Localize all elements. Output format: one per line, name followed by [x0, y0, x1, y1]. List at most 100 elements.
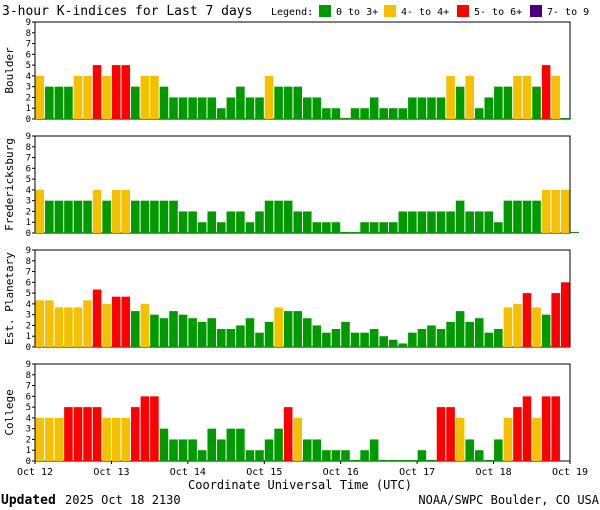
k-index-bar — [274, 428, 283, 461]
k-index-bar — [465, 75, 474, 119]
x-tick-label: Oct 16 — [323, 467, 359, 478]
k-index-bar — [159, 428, 169, 461]
k-index-bar — [369, 329, 379, 347]
k-index-bar — [255, 332, 264, 347]
k-index-bar — [379, 459, 388, 461]
k-index-bar — [532, 307, 541, 347]
y-tick-label: 2 — [26, 207, 31, 217]
k-index-bar — [360, 108, 369, 119]
k-index-bar — [159, 86, 169, 119]
x-tick-label: Oct 18 — [476, 467, 512, 478]
x-axis-label: Coordinate Universal Time (UTC) — [188, 478, 412, 492]
k-index-bar — [312, 325, 322, 347]
k-index-bar — [379, 336, 388, 347]
k-index-bar — [245, 222, 255, 233]
k-index-bar — [207, 97, 217, 119]
k-index-bar — [188, 439, 197, 461]
k-index-bar — [169, 200, 178, 233]
k-index-bar — [92, 189, 102, 233]
k-index-bar — [303, 211, 312, 233]
k-index-bar — [255, 97, 264, 119]
k-index-bar — [245, 318, 255, 347]
k-index-bar — [207, 211, 217, 233]
k-index-bar — [303, 97, 312, 119]
y-tick-label: 2 — [26, 93, 31, 103]
k-index-bar — [551, 75, 560, 119]
k-index-bar — [551, 189, 560, 233]
k-index-bar — [236, 325, 245, 347]
k-index-bar — [264, 200, 274, 233]
k-index-bar — [513, 303, 522, 347]
station-label: Fredericksburg — [3, 138, 16, 231]
k-index-bar — [293, 211, 302, 233]
k-index-bar — [150, 75, 159, 119]
k-index-bar — [446, 407, 455, 461]
y-tick-label: 4 — [26, 72, 31, 82]
k-index-bar — [217, 329, 226, 347]
k-index-bar — [474, 108, 484, 119]
k-index-bar — [197, 450, 207, 461]
k-index-bar — [111, 189, 121, 233]
k-index-bar — [207, 318, 217, 347]
k-index-bar — [331, 108, 341, 119]
k-index-bar — [35, 189, 45, 233]
k-index-bar — [398, 459, 408, 461]
legend-item-purple: 7- to 9 — [547, 7, 589, 18]
k-index-bar — [427, 97, 436, 119]
y-tick-label: 5 — [26, 403, 31, 413]
legend-swatch-purple — [530, 5, 542, 17]
k-index-bar — [169, 311, 178, 347]
k-index-bar — [140, 75, 150, 119]
k-index-bar — [283, 86, 293, 119]
k-index-bar — [226, 428, 236, 461]
k-index-bar — [45, 200, 54, 233]
k-index-bar — [178, 439, 188, 461]
k-index-bar — [408, 459, 417, 461]
legend-label: Legend: — [271, 7, 313, 18]
k-index-bar — [341, 321, 350, 347]
k-index-bar — [494, 86, 503, 119]
k-index-bar — [54, 86, 64, 119]
x-tick-label: Oct 14 — [170, 467, 206, 478]
y-tick-label: 8 — [26, 143, 31, 153]
k-index-bar — [293, 417, 302, 461]
k-index-bar — [274, 200, 283, 233]
k-index-bar — [369, 439, 379, 461]
y-tick-label: 2 — [26, 435, 31, 445]
k-index-bar — [417, 211, 427, 233]
y-tick-label: 9 — [26, 18, 31, 28]
x-tick-label: Oct 15 — [246, 467, 282, 478]
x-tick-label: Oct 17 — [399, 467, 435, 478]
y-tick-label: 8 — [26, 257, 31, 267]
y-tick-label: 6 — [26, 392, 31, 402]
k-index-bar — [513, 75, 522, 119]
k-index-bar — [322, 332, 331, 347]
y-tick-label: 9 — [26, 246, 31, 256]
k-index-bar — [159, 318, 169, 347]
panels: 0123456789Boulder0123456789Fredericksbur… — [3, 18, 580, 467]
k-index-bar — [121, 296, 131, 347]
k-index-bar — [64, 407, 73, 461]
k-index-bar — [522, 293, 532, 347]
k-index-bar — [226, 329, 236, 347]
k-index-bar — [522, 200, 532, 233]
k-index-bar — [408, 97, 417, 119]
k-index-bar — [417, 329, 427, 347]
k-index-bar — [197, 222, 207, 233]
k-index-bar — [102, 75, 111, 119]
k-index-bar — [264, 439, 274, 461]
k-index-bar — [388, 339, 398, 347]
k-index-bar — [350, 231, 360, 233]
k-index-bar — [560, 189, 570, 233]
k-index-bar — [427, 325, 436, 347]
k-index-bar — [465, 439, 474, 461]
k-index-bar — [92, 289, 102, 347]
k-index-bar — [465, 211, 474, 233]
y-tick-label: 1 — [26, 332, 31, 342]
y-tick-label: 6 — [26, 164, 31, 174]
k-index-bar — [360, 332, 369, 347]
k-index-bar — [264, 75, 274, 119]
legend-swatch-green — [319, 5, 331, 17]
x-axis-ticks: Oct 12 Oct 13 Oct 14 Oct 15 Oct 16 Oct 17 Oct … — [17, 461, 588, 478]
